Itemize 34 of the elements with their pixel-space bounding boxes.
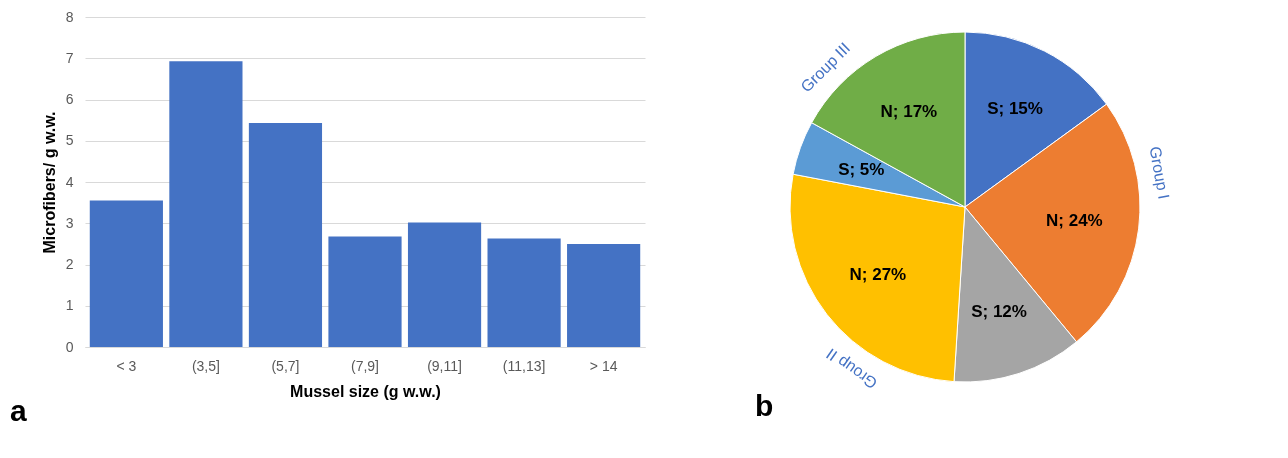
bar xyxy=(567,243,641,347)
y-tick-label: 6 xyxy=(65,91,74,107)
y-tick-label: 0 xyxy=(65,338,74,355)
slice-label: N; 27% xyxy=(849,264,907,284)
x-tick-label: < 3 xyxy=(116,357,137,374)
x-tick-label: (7,9] xyxy=(350,357,380,374)
x-tick-label: (3,5] xyxy=(191,357,220,374)
slice-label: N; 17% xyxy=(880,102,938,122)
y-axis-title: Microfibers/ g w.w. xyxy=(40,111,58,254)
x-axis-title: Mussel size (g w.w.) xyxy=(290,382,441,400)
y-tick-label: 5 xyxy=(65,132,74,149)
slice-label: S; 12% xyxy=(971,301,1027,321)
x-tick-label: (9,11] xyxy=(427,357,462,374)
text: Group I xyxy=(1146,144,1173,201)
bar xyxy=(89,200,163,347)
x-tick-label: (5,7] xyxy=(271,357,300,374)
bar xyxy=(328,236,402,347)
x-tick-label: > 14 xyxy=(589,357,618,374)
x-tick-label: (11,13] xyxy=(502,357,546,374)
bar xyxy=(407,222,482,347)
y-tick-label: 1 xyxy=(65,297,74,314)
slice-label: S; 15% xyxy=(987,98,1043,118)
y-tick-label: 7 xyxy=(65,49,74,66)
text: b xyxy=(755,389,774,422)
y-tick-label: 4 xyxy=(65,173,74,190)
y-tick-label: 8 xyxy=(65,8,74,25)
slice-label: N; 24% xyxy=(1046,210,1103,230)
y-tick-label: 2 xyxy=(65,256,74,272)
y-tick-label: 3 xyxy=(65,214,74,231)
bar xyxy=(169,61,243,347)
bar xyxy=(248,123,323,347)
text: a xyxy=(10,394,27,427)
bar xyxy=(487,238,561,347)
slice-label: S; 5% xyxy=(838,159,885,179)
